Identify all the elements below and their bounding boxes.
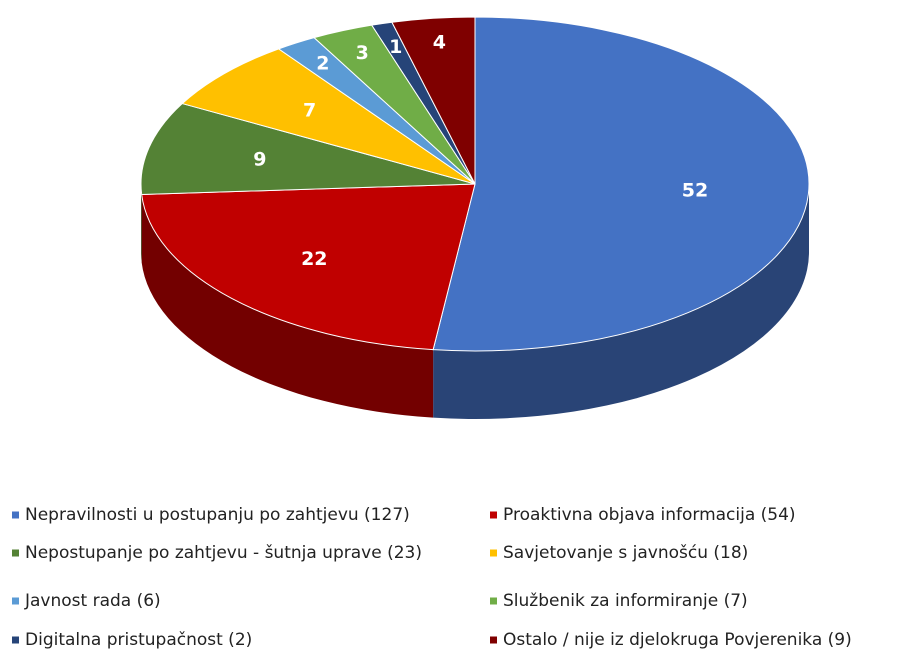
- legend-label: Javnost rada (6): [24, 591, 161, 611]
- legend-marker: [490, 511, 497, 519]
- legend-label: Proaktivna objava informacija (54): [503, 505, 796, 525]
- slice-side: [141, 184, 142, 263]
- slice: [140, 102, 476, 196]
- legend-label: Službenik za informiranje (7): [503, 591, 748, 611]
- legend-marker: [12, 549, 19, 557]
- data-label: 4: [433, 32, 446, 54]
- data-label: 7: [303, 100, 316, 122]
- data-label: 2: [316, 53, 329, 75]
- legend-marker: [490, 549, 497, 557]
- legend-label: Savjetovanje s javnošću (18): [503, 543, 748, 563]
- legend-marker: [12, 597, 19, 605]
- legend-marker: [490, 636, 497, 644]
- slice: [181, 48, 476, 185]
- data-label: 9: [253, 148, 266, 170]
- slice: [141, 183, 476, 351]
- data-label: 52: [682, 179, 708, 201]
- legend-label: Nepravilnosti u postupanju po zahtjevu (…: [25, 505, 410, 525]
- legend-marker: [12, 636, 19, 644]
- legend-label: Digitalna pristupačnost (2): [25, 630, 252, 650]
- data-label: 22: [301, 248, 327, 270]
- slice-side: [141, 194, 434, 418]
- data-label: 3: [356, 42, 369, 64]
- legend-marker: [490, 597, 497, 605]
- slice-side: [433, 184, 809, 420]
- slice: [432, 16, 810, 352]
- slice: [391, 16, 476, 185]
- data-label: 1: [389, 36, 402, 58]
- legend-marker: [12, 511, 19, 519]
- legend-label: Ostalo / nije iz djelokruga Povjerenika …: [503, 630, 852, 650]
- legend-label: Nepostupanje po zahtjevu - šutnja uprave…: [25, 543, 422, 563]
